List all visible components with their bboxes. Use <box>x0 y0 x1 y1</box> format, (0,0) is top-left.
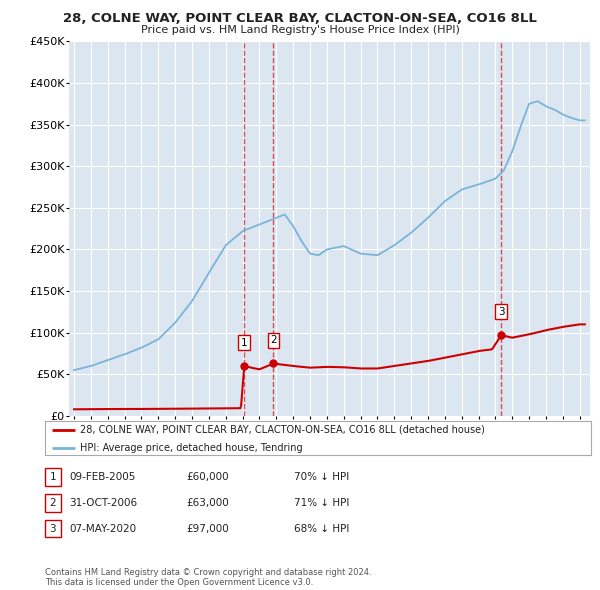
Text: 07-MAY-2020: 07-MAY-2020 <box>69 524 136 533</box>
Text: 1: 1 <box>49 472 56 481</box>
Text: Price paid vs. HM Land Registry's House Price Index (HPI): Price paid vs. HM Land Registry's House … <box>140 25 460 35</box>
Text: 28, COLNE WAY, POINT CLEAR BAY, CLACTON-ON-SEA, CO16 8LL: 28, COLNE WAY, POINT CLEAR BAY, CLACTON-… <box>63 12 537 25</box>
Text: HPI: Average price, detached house, Tendring: HPI: Average price, detached house, Tend… <box>80 443 303 453</box>
Text: £97,000: £97,000 <box>186 524 229 533</box>
Text: £63,000: £63,000 <box>186 498 229 507</box>
Text: 70% ↓ HPI: 70% ↓ HPI <box>294 472 349 481</box>
Text: 68% ↓ HPI: 68% ↓ HPI <box>294 524 349 533</box>
Text: 3: 3 <box>49 524 56 533</box>
Text: 2: 2 <box>270 335 277 345</box>
Text: 2: 2 <box>49 498 56 507</box>
Text: 71% ↓ HPI: 71% ↓ HPI <box>294 498 349 507</box>
Text: 31-OCT-2006: 31-OCT-2006 <box>69 498 137 507</box>
Text: 3: 3 <box>498 307 505 317</box>
Text: 09-FEB-2005: 09-FEB-2005 <box>69 472 136 481</box>
Text: 1: 1 <box>241 337 248 348</box>
Text: £60,000: £60,000 <box>186 472 229 481</box>
Text: Contains HM Land Registry data © Crown copyright and database right 2024.
This d: Contains HM Land Registry data © Crown c… <box>45 568 371 587</box>
Text: 28, COLNE WAY, POINT CLEAR BAY, CLACTON-ON-SEA, CO16 8LL (detached house): 28, COLNE WAY, POINT CLEAR BAY, CLACTON-… <box>80 425 485 435</box>
